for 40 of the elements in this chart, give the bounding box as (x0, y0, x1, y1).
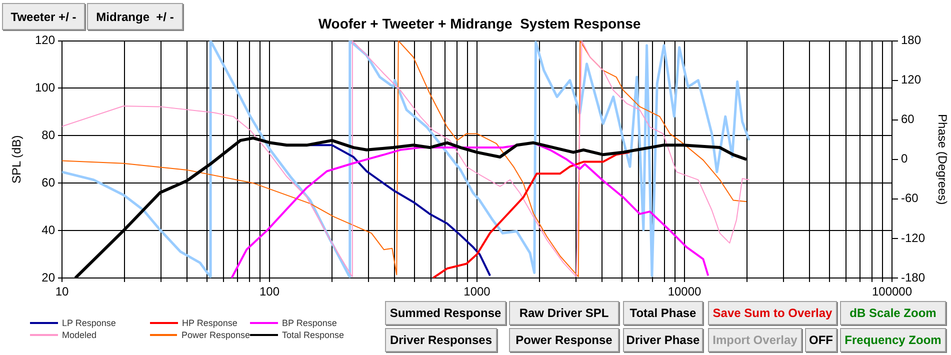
button: Save Sum to Overlay (708, 301, 837, 325)
legend-label: HP Response (182, 318, 238, 328)
button: OFF (805, 328, 837, 352)
button: dB Scale Zoom (840, 301, 946, 325)
y2-tick-label: 60 (901, 112, 915, 126)
y-tick-label: 80 (42, 128, 56, 142)
legend-label: Power Response (181, 330, 250, 340)
button: Summed Response (385, 301, 506, 325)
y-tick-label: 60 (42, 175, 56, 190)
y2-tick-label: 180 (901, 33, 922, 48)
legend-label: Total Response (282, 330, 344, 340)
button: Import Overlay (708, 328, 802, 352)
button: Driver Responses (385, 328, 497, 352)
button: Tweeter +/ - (2, 3, 85, 30)
button: Raw Driver SPL (509, 301, 619, 325)
y2-tick-label: 120 (901, 72, 922, 87)
x-tick-label: 10 (55, 284, 69, 299)
y-tick-label: 100 (34, 80, 56, 95)
y2-tick-label: -60 (901, 191, 919, 206)
y2-axis-title: Phase (Degrees) (935, 114, 950, 205)
x-tick-label: 100000 (872, 284, 912, 299)
y-axis-title: SPL (dB) (10, 135, 24, 184)
legend-label: Modeled (62, 330, 97, 340)
x-tick-label: 1000 (464, 284, 491, 299)
legend-label: BP Response (282, 318, 337, 328)
y2-tick-label: 0 (901, 152, 908, 166)
y-tick-label: 20 (42, 270, 56, 284)
x-tick-label: 100 (259, 284, 280, 299)
y-tick-label: 40 (42, 222, 56, 237)
button: Total Phase (623, 301, 703, 325)
x-tick-label: 10000 (668, 284, 702, 299)
button: Frequency Zoom (840, 328, 946, 352)
button: Driver Phase (623, 328, 703, 352)
y-tick-label: 120 (34, 33, 56, 48)
button: Midrange +/ - (87, 3, 183, 30)
chart-title: Woofer + Tweeter + Midrange System Response (318, 15, 641, 32)
y2-tick-label: -120 (901, 230, 926, 245)
legend-label: LP Response (62, 318, 116, 328)
button: Power Response (509, 328, 619, 352)
y2-tick-label: -180 (901, 270, 926, 284)
